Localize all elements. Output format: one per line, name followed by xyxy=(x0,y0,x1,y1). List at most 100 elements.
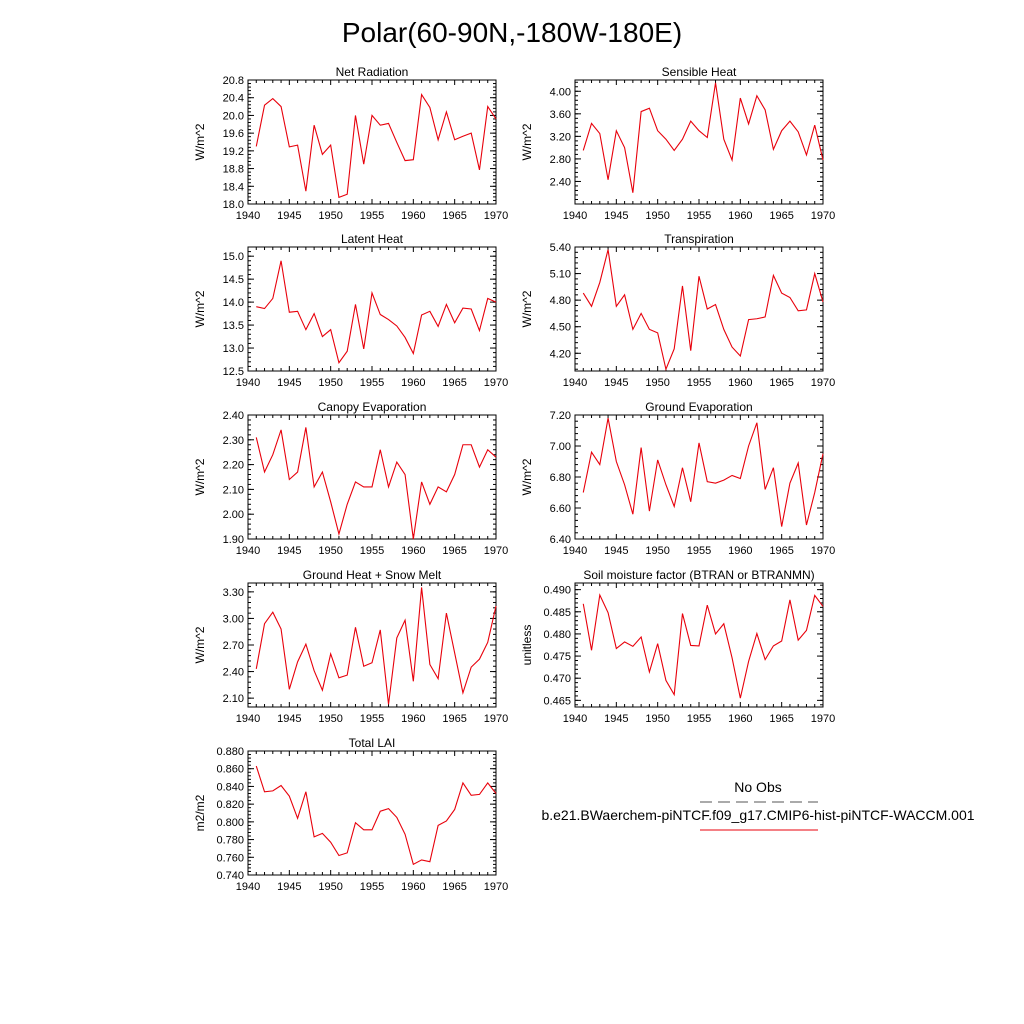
plot-frame xyxy=(247,414,497,540)
x-tick-label: 1955 xyxy=(360,881,384,893)
panel-4: Transpiration 1940 1945 1950 1955 1960 1965 197… xyxy=(520,232,835,389)
x-tick-label: 1970 xyxy=(811,377,835,389)
y-tick-label: 20.0 xyxy=(223,110,244,122)
panel-title: Transpiration xyxy=(664,232,734,246)
panel-title: Soil moisture factor (BTRAN or BTRANMN) xyxy=(583,568,814,582)
y-tick-label: 0.480 xyxy=(543,629,571,641)
x-tick-label: 1950 xyxy=(645,210,669,222)
y-tick-label: 0.490 xyxy=(543,585,571,597)
series-line-1 xyxy=(582,82,824,193)
x-tick-label: 1945 xyxy=(277,713,301,725)
x-tick-label: 1965 xyxy=(442,545,466,557)
y-tick-label: 19.6 xyxy=(223,128,244,140)
x-tick-label: 1940 xyxy=(563,377,587,389)
y-tick-label: 3.60 xyxy=(550,109,571,121)
y-axis-label: W/m^2 xyxy=(193,626,207,663)
x-tick-label: 1965 xyxy=(769,713,793,725)
y-tick-label: 0.860 xyxy=(216,764,244,776)
x-tick-label: 1970 xyxy=(811,713,835,725)
legend-case-label: b.e21.BWaerchem-piNTCF.f09_g17.CMIP6-his… xyxy=(541,807,974,823)
y-tick-label: 19.2 xyxy=(223,146,244,158)
y-tick-label: 0.485 xyxy=(543,607,571,619)
x-tick-label: 1940 xyxy=(236,545,260,557)
x-tick-label: 1960 xyxy=(728,377,752,389)
y-tick-label: 12.5 xyxy=(223,366,244,378)
y-tick-label: 4.80 xyxy=(550,295,571,307)
legend: No Obs b.e21.BWaerchem-piNTCF.f09_g17.CM… xyxy=(541,779,975,831)
y-tick-label: 13.5 xyxy=(223,320,244,332)
y-axis-label: W/m^2 xyxy=(193,290,207,327)
x-tick-label: 1955 xyxy=(360,210,384,222)
x-tick-label: 1945 xyxy=(277,545,301,557)
x-tick-label: 1950 xyxy=(645,545,669,557)
y-tick-label: 2.10 xyxy=(223,693,244,705)
x-tick-label: 1960 xyxy=(728,713,752,725)
x-tick-label: 1940 xyxy=(563,210,587,222)
panel-7: Ground Heat + Snow Melt 1940 1945 1950 1955 1… xyxy=(193,568,508,725)
y-axis-label: W/m^2 xyxy=(193,123,207,160)
x-tick-label: 1965 xyxy=(442,881,466,893)
x-tick-label: 1970 xyxy=(484,881,508,893)
y-tick-label: 20.8 xyxy=(223,75,244,87)
y-tick-label: 3.20 xyxy=(550,131,571,143)
x-tick-label: 1955 xyxy=(687,377,711,389)
y-tick-label: 4.00 xyxy=(550,86,571,98)
series-line-1 xyxy=(255,427,497,540)
y-tick-label: 0.470 xyxy=(543,673,571,685)
x-tick-label: 1940 xyxy=(236,713,260,725)
plot-frame xyxy=(247,246,497,372)
x-tick-label: 1950 xyxy=(318,545,342,557)
panel-3: Latent Heat 1940 1945 1950 1955 1960 1965 1970 1… xyxy=(193,232,508,389)
y-tick-label: 7.20 xyxy=(550,410,571,422)
x-tick-label: 1945 xyxy=(277,210,301,222)
x-tick-label: 1955 xyxy=(687,545,711,557)
x-tick-label: 1950 xyxy=(645,713,669,725)
y-axis-label: W/m^2 xyxy=(520,458,534,495)
panel-title: Ground Heat + Snow Melt xyxy=(303,568,442,582)
y-tick-label: 0.780 xyxy=(216,835,244,847)
panel-6: Ground Evaporation 1940 1945 1950 1955 1960 19… xyxy=(520,400,835,557)
panel-1: Net Radiation 1940 1945 1950 1955 1960 1965 197… xyxy=(193,65,508,222)
y-axis-label: m2/m2 xyxy=(193,794,207,831)
y-tick-label: 2.40 xyxy=(223,667,244,679)
y-tick-label: 0.760 xyxy=(216,852,244,864)
y-tick-label: 13.0 xyxy=(223,343,244,355)
y-tick-label: 5.40 xyxy=(550,242,571,254)
panel-title: Canopy Evaporation xyxy=(318,400,427,414)
y-tick-label: 3.30 xyxy=(223,587,244,599)
y-tick-label: 1.90 xyxy=(223,534,244,546)
series-line-1 xyxy=(256,260,497,365)
x-tick-label: 1950 xyxy=(318,881,342,893)
y-tick-label: 2.20 xyxy=(223,460,244,472)
y-tick-label: 0.820 xyxy=(216,799,244,811)
panel-5: Canopy Evaporation 1940 1945 1950 1955 1960 19… xyxy=(193,400,508,557)
x-tick-label: 1950 xyxy=(318,210,342,222)
series-line-1 xyxy=(255,765,497,866)
x-tick-label: 1950 xyxy=(645,377,669,389)
y-tick-label: 2.40 xyxy=(550,176,571,188)
x-tick-label: 1945 xyxy=(604,377,628,389)
panel-9: Total LAI 1940 1945 1950 1955 1960 1965 1970 0.7… xyxy=(193,736,508,893)
x-tick-label: 1960 xyxy=(728,210,752,222)
panel-title: Latent Heat xyxy=(341,232,404,246)
y-tick-label: 15.0 xyxy=(223,251,244,263)
panel-title: Ground Evaporation xyxy=(645,400,752,414)
x-tick-label: 1940 xyxy=(236,210,260,222)
x-tick-label: 1940 xyxy=(236,881,260,893)
x-tick-label: 1945 xyxy=(277,881,301,893)
x-tick-label: 1960 xyxy=(401,881,425,893)
series-line-1 xyxy=(255,93,497,199)
y-tick-label: 18.8 xyxy=(223,164,244,176)
plot-frame xyxy=(574,246,824,372)
plot-frame xyxy=(247,750,497,876)
y-tick-label: 14.5 xyxy=(223,274,244,286)
y-tick-label: 14.0 xyxy=(223,297,244,309)
x-tick-label: 1970 xyxy=(484,210,508,222)
x-tick-label: 1955 xyxy=(360,545,384,557)
y-tick-label: 0.740 xyxy=(216,870,244,882)
y-tick-label: 0.465 xyxy=(543,695,571,707)
x-tick-label: 1970 xyxy=(484,713,508,725)
y-tick-label: 2.30 xyxy=(223,435,244,447)
x-tick-label: 1940 xyxy=(563,545,587,557)
